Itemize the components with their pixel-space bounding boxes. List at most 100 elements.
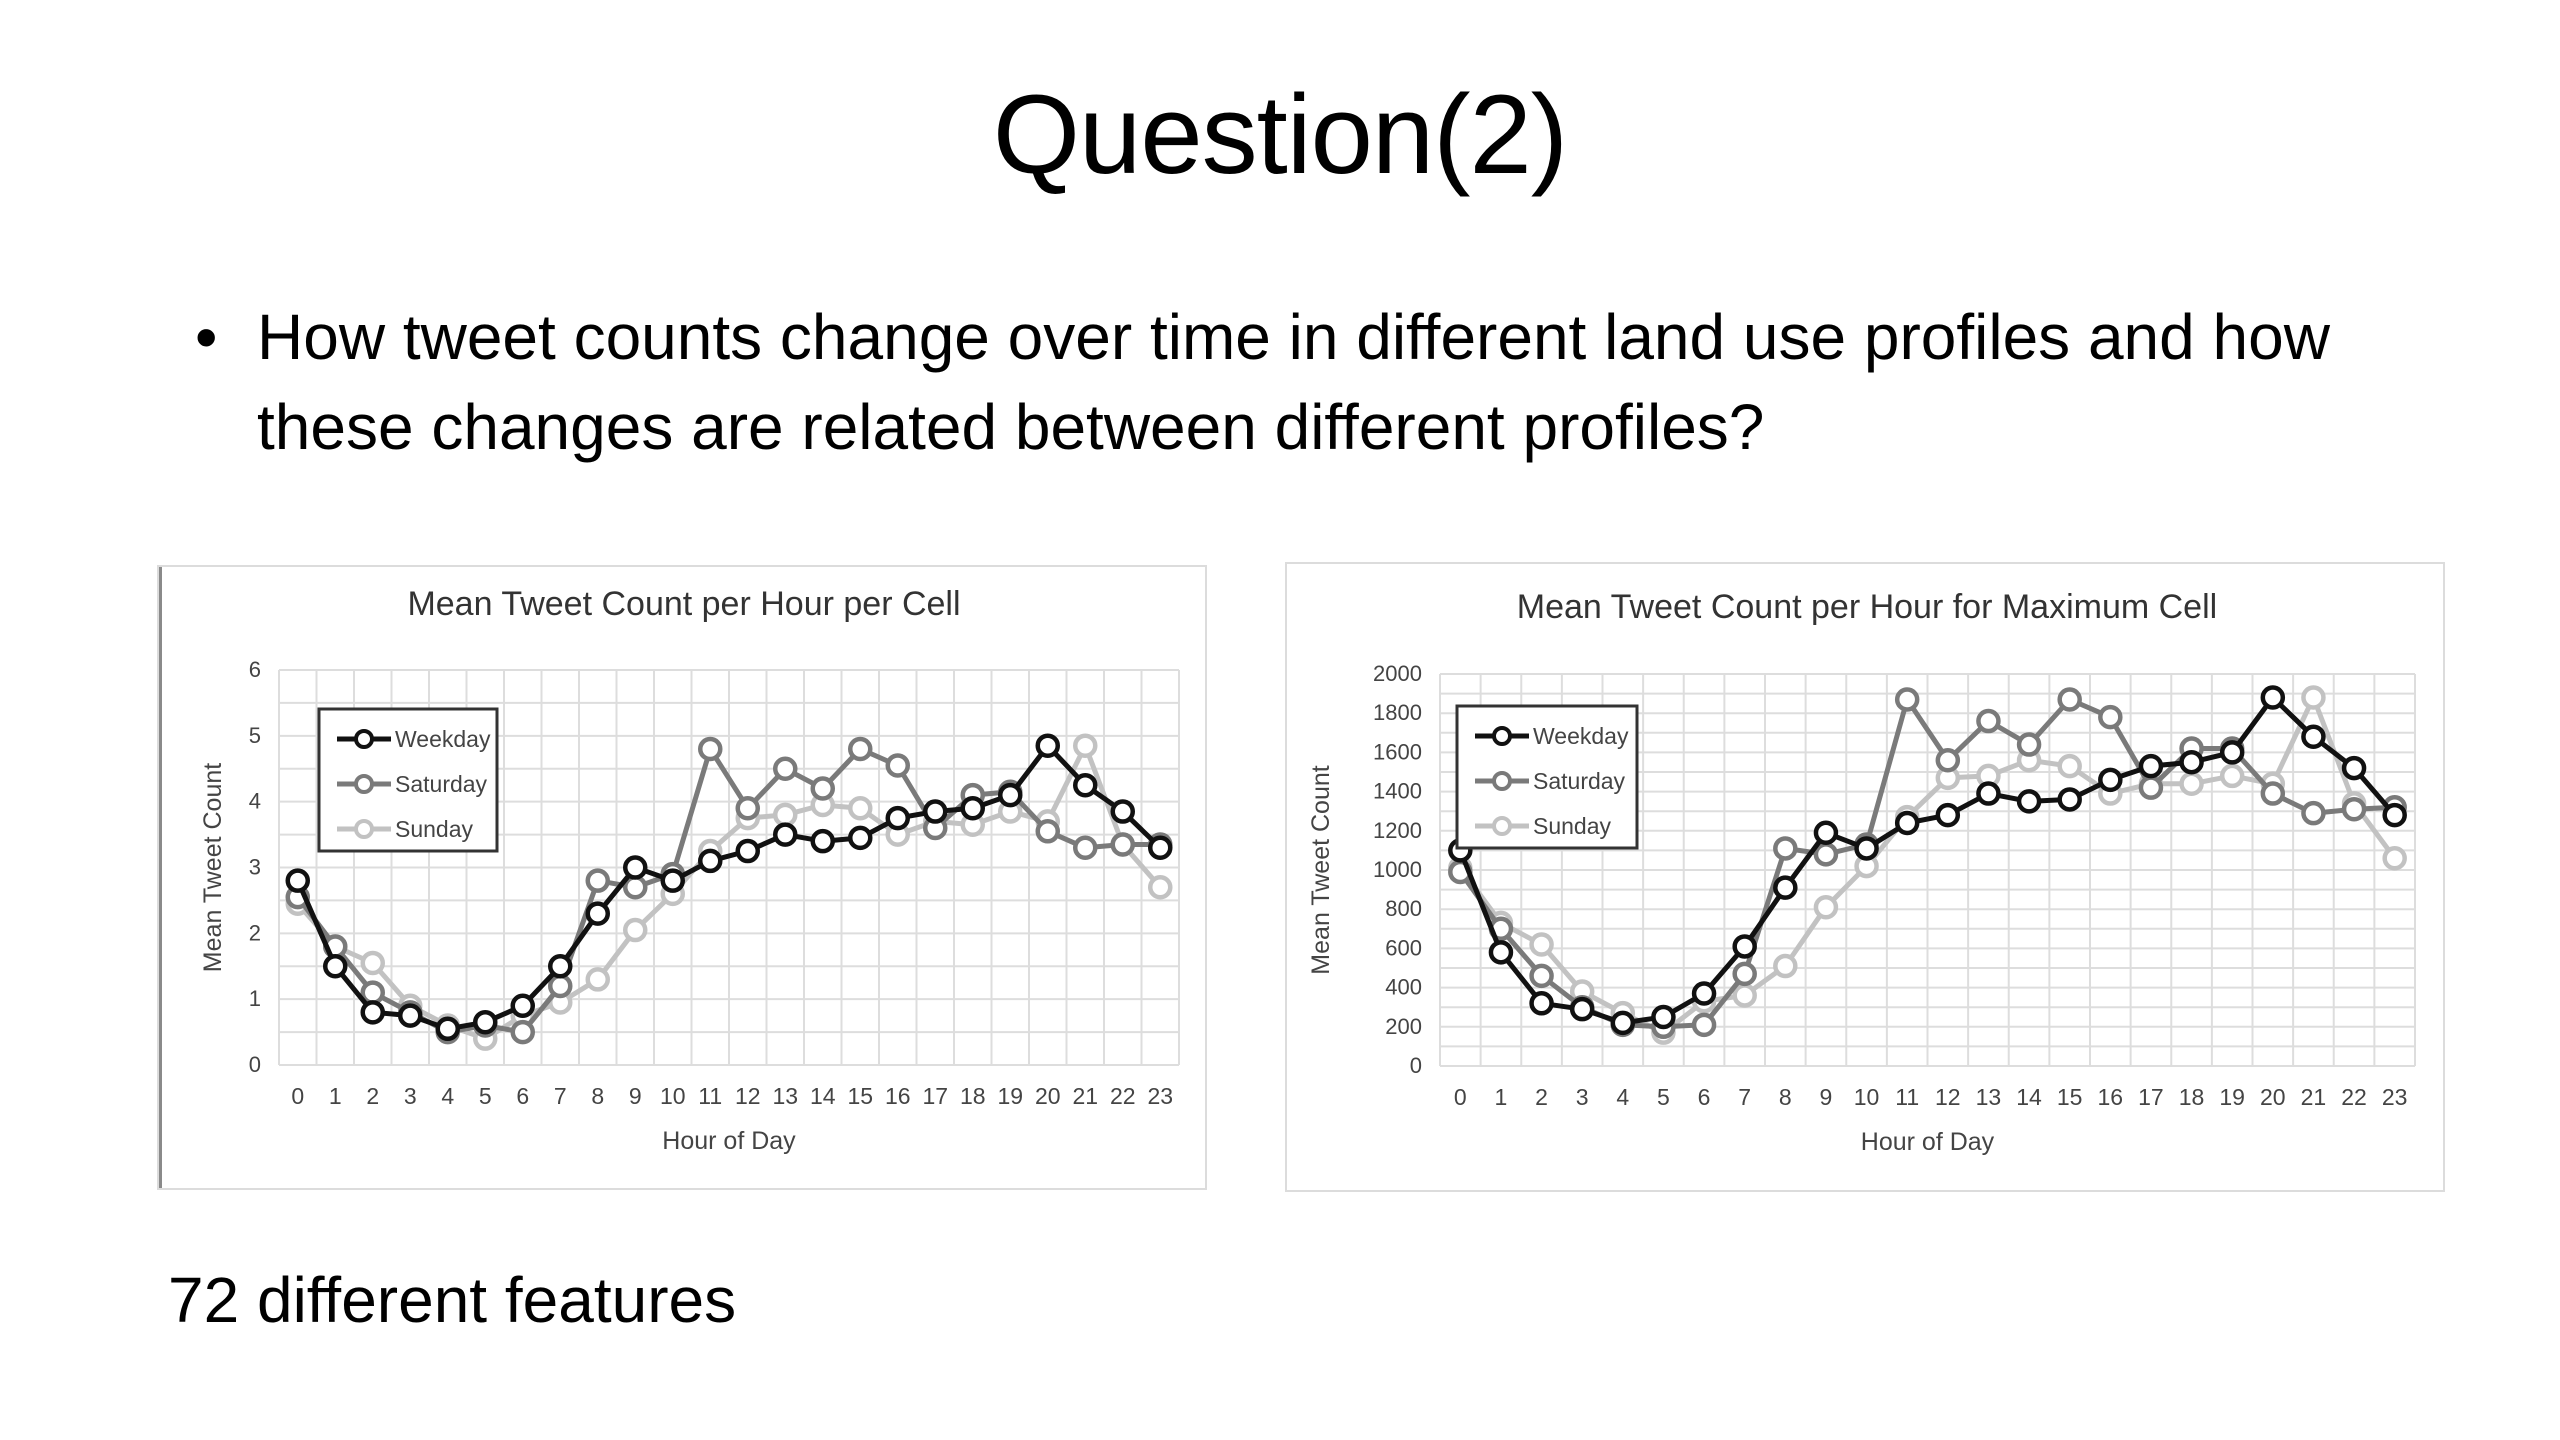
data-point — [1529, 932, 1554, 957]
data-point — [1529, 991, 1554, 1016]
y-tick-label: 0 — [249, 1052, 261, 1077]
y-axis-title: Mean Tweet Count — [199, 763, 227, 972]
data-point — [998, 782, 1023, 808]
x-tick-label: 17 — [922, 1083, 948, 1109]
data-point — [1773, 875, 1798, 900]
x-tick-label: 21 — [2301, 1084, 2327, 1110]
data-point — [510, 1019, 535, 1045]
x-tick-label: 7 — [1738, 1084, 1751, 1110]
data-point — [1732, 961, 1757, 987]
legend-label: Sunday — [395, 816, 474, 842]
y-tick-label: 1 — [249, 986, 261, 1011]
panel-edge — [159, 567, 162, 1188]
data-point — [1691, 981, 1717, 1006]
y-tick-label: 3 — [249, 855, 261, 880]
x-tick-label: 0 — [291, 1083, 304, 1109]
x-tick-label: 11 — [698, 1083, 722, 1109]
data-point — [773, 822, 798, 847]
data-point — [2301, 685, 2326, 710]
data-point — [1773, 836, 1798, 861]
data-point — [2179, 771, 2204, 797]
data-point — [2382, 845, 2407, 871]
grid-lines — [278, 669, 1180, 1066]
legend-swatch-marker — [1492, 726, 1512, 746]
data-point — [2138, 753, 2164, 779]
legend: Weekday Saturday Sunday — [317, 707, 499, 853]
data-point — [323, 954, 348, 979]
data-point — [285, 868, 310, 893]
data-point — [848, 825, 873, 851]
x-tick-label: 4 — [1616, 1084, 1629, 1110]
data-point — [548, 954, 573, 979]
y-tick-label: 1000 — [1373, 857, 1422, 882]
data-point — [1894, 810, 1920, 836]
data-point — [1529, 963, 1554, 989]
data-point — [1691, 1012, 1717, 1038]
legend-label: Saturday — [1533, 768, 1626, 794]
data-point — [2016, 789, 2042, 814]
data-point — [735, 838, 760, 864]
x-tick-label: 9 — [1820, 1084, 1833, 1110]
x-tick-label: 16 — [2098, 1084, 2124, 1110]
x-tick-label: 23 — [2382, 1084, 2408, 1110]
x-tick-label: 13 — [772, 1083, 798, 1109]
series-weekday — [1448, 685, 2407, 1036]
data-point — [2138, 775, 2164, 800]
data-point — [1073, 835, 1098, 860]
y-tick-label: 600 — [1385, 935, 1422, 960]
y-tick-label: 5 — [249, 723, 261, 748]
x-tick-label: 7 — [554, 1083, 567, 1109]
x-tick-label: 23 — [1147, 1083, 1173, 1109]
data-point — [1935, 747, 1961, 773]
x-tick-label: 21 — [1072, 1083, 1098, 1109]
x-tick-label: 19 — [997, 1083, 1023, 1109]
x-axis-title: Hour of Day — [1861, 1128, 1995, 1156]
y-tick-label: 1400 — [1373, 779, 1422, 804]
data-point — [2301, 724, 2326, 749]
x-tick-label: 15 — [847, 1083, 873, 1109]
data-point — [2098, 767, 2123, 793]
chart-svg-per-cell: Mean Tweet Count per Hour per Cell012345… — [199, 585, 1180, 1155]
data-point — [2057, 687, 2082, 712]
data-point — [585, 868, 610, 893]
x-tick-label: 9 — [629, 1083, 642, 1109]
data-point — [848, 736, 873, 762]
data-point — [360, 950, 385, 976]
data-point — [1110, 799, 1135, 824]
data-point — [2341, 796, 2367, 822]
x-tick-label: 12 — [1935, 1084, 1961, 1110]
data-point — [1035, 819, 1060, 844]
data-point — [1073, 733, 1098, 758]
data-point — [1813, 894, 1839, 920]
x-tick-label: 14 — [810, 1083, 836, 1109]
data-point — [1935, 802, 1961, 828]
x-tick-label: 5 — [1657, 1084, 1670, 1110]
legend-label: Sunday — [1533, 813, 1612, 839]
x-tick-label: 3 — [1576, 1084, 1589, 1110]
chart-title: Mean Tweet Count per Hour for Maximum Ce… — [1517, 588, 2217, 626]
y-tick-label: 800 — [1385, 896, 1422, 921]
data-point — [2057, 753, 2082, 779]
footnote: 72 different features — [168, 1264, 737, 1336]
legend-swatch-marker — [1492, 771, 1512, 791]
bullet-text: How tweet counts change over time in dif… — [257, 301, 2330, 463]
data-point — [2382, 802, 2407, 828]
data-point — [960, 796, 985, 821]
data-point — [473, 1009, 498, 1035]
data-point — [1894, 687, 1920, 712]
x-tick-label: 6 — [1698, 1084, 1711, 1110]
x-tick-label: 5 — [479, 1083, 492, 1109]
data-point — [510, 993, 535, 1018]
data-point — [2341, 755, 2367, 781]
y-tick-label: 1600 — [1373, 739, 1422, 764]
data-point — [623, 875, 648, 900]
data-point — [1569, 996, 1595, 1022]
y-tick-label: 200 — [1385, 1014, 1422, 1039]
y-tick-label: 4 — [249, 789, 261, 814]
data-point — [2260, 781, 2286, 806]
x-tick-label: 20 — [1035, 1083, 1061, 1109]
legend-label: Saturday — [395, 771, 488, 797]
data-point — [1732, 934, 1757, 959]
data-point — [1773, 953, 1798, 979]
legend-swatch-marker — [1492, 816, 1512, 836]
